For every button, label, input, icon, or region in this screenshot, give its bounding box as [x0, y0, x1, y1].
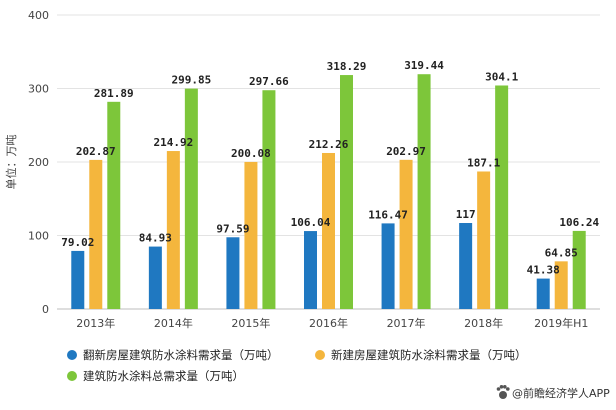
x-tick-label: 2015年 — [231, 316, 270, 330]
data-label: 304.1 — [485, 70, 518, 83]
data-label: 41.38 — [527, 264, 560, 277]
bar — [184, 88, 198, 309]
legend: 翻新房屋建筑防水涂料需求量（万吨） 新建房屋建筑防水涂料需求量（万吨） 建筑防水涂料… — [67, 348, 527, 383]
data-label: 97.59 — [216, 222, 249, 235]
y-tick-label: 100 — [28, 230, 49, 243]
bar — [226, 237, 240, 309]
data-label: 319.44 — [404, 59, 444, 72]
y-tick-label: 300 — [28, 83, 49, 96]
legend-label: 翻新房屋建筑防水涂料需求量（万吨） — [83, 348, 279, 362]
bar — [244, 161, 258, 309]
bar — [417, 74, 431, 309]
bar — [166, 151, 180, 309]
x-tick-label: 2019年H1 — [534, 316, 588, 330]
x-tick-label: 2013年 — [76, 316, 115, 330]
bar — [554, 261, 568, 309]
data-label: 202.97 — [386, 145, 426, 158]
data-label: 318.29 — [327, 60, 367, 73]
data-label: 116.47 — [368, 208, 408, 221]
data-label: 117 — [456, 208, 476, 221]
bar — [322, 152, 335, 309]
data-label: 281.89 — [94, 87, 134, 100]
bar — [399, 159, 413, 309]
data-label: 79.02 — [61, 236, 94, 249]
data-label: 202.87 — [76, 145, 116, 158]
x-axis-ticks: 2013年 2014年 2015年 2016年 2017年 2018年 2019年H1 — [76, 316, 588, 330]
data-label: 297.66 — [249, 75, 289, 88]
legend-label: 新建房屋建筑防水涂料需求量（万吨） — [331, 348, 527, 362]
y-tick-label: 0 — [42, 303, 49, 316]
data-label: 84.93 — [139, 232, 172, 245]
bar — [340, 75, 353, 309]
bars — [71, 74, 586, 309]
data-label: 106.04 — [291, 216, 331, 229]
x-tick-label: 2018年 — [464, 316, 503, 330]
data-label: 214.92 — [153, 136, 193, 149]
x-tick-label: 2014年 — [154, 316, 193, 330]
credit-text: @前瞻经济学人APP — [512, 386, 610, 400]
x-tick-label: 2017年 — [387, 316, 426, 330]
legend-marker — [315, 350, 325, 360]
bar — [477, 171, 491, 309]
legend-marker — [67, 371, 77, 381]
bar — [262, 90, 276, 309]
y-axis-ticks: 0 100 200 300 400 — [28, 9, 49, 316]
legend-label: 建筑防水涂料总需求量（万吨） — [83, 369, 244, 383]
data-labels: 79.02 202.87 281.89 84.93 214.92 299.85 97.59 2… — [61, 59, 599, 276]
y-axis-label: 单位：万吨 — [4, 135, 18, 190]
legend-marker — [67, 350, 77, 360]
data-label: 64.85 — [545, 246, 578, 259]
data-label: 212.26 — [309, 138, 349, 151]
data-label: 106.24 — [559, 216, 599, 229]
bar — [71, 250, 85, 309]
y-tick-label: 200 — [28, 156, 49, 169]
bar — [304, 231, 317, 309]
x-tick-label: 2016年 — [309, 316, 348, 330]
bar — [107, 101, 121, 309]
data-label: 200.08 — [231, 147, 271, 160]
bar — [495, 85, 509, 309]
data-label: 187.1 — [467, 156, 500, 169]
credit: @前瞻经济学人APP — [496, 385, 610, 400]
bar — [148, 246, 162, 309]
paw-icon — [496, 385, 510, 399]
bar — [89, 159, 103, 309]
y-tick-label: 400 — [28, 9, 49, 22]
bar — [381, 223, 395, 309]
bar — [572, 230, 586, 309]
bar — [459, 223, 473, 309]
bar — [536, 278, 550, 309]
data-label: 299.85 — [171, 74, 211, 87]
